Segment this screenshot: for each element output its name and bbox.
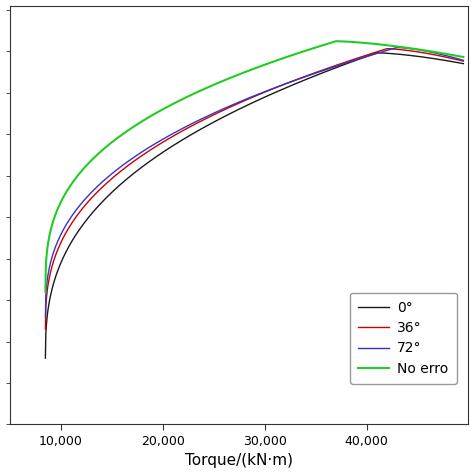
Line: 72°: 72° [46, 47, 464, 317]
0° [227, 111, 232, 117]
72° [394, 45, 400, 50]
36° [329, 64, 335, 70]
No erro [43, 289, 48, 294]
Line: 36°: 36° [46, 49, 464, 329]
72° [43, 314, 48, 319]
No erro [369, 41, 374, 46]
72° [461, 57, 466, 63]
0° [211, 119, 217, 125]
X-axis label: Torque/(kN·m): Torque/(kN·m) [185, 454, 293, 468]
No erro [211, 82, 217, 87]
No erro [227, 75, 232, 81]
0° [374, 50, 380, 55]
Line: 0°: 0° [46, 53, 464, 358]
No erro [461, 54, 466, 60]
0° [43, 356, 48, 361]
Line: No erro: No erro [46, 41, 464, 292]
72° [227, 103, 232, 109]
72° [85, 193, 91, 199]
36° [461, 58, 466, 64]
72° [211, 110, 217, 116]
36° [43, 326, 48, 332]
72° [368, 52, 374, 58]
No erro [85, 161, 91, 166]
0° [368, 52, 374, 57]
0° [85, 215, 91, 221]
36° [376, 48, 382, 54]
36° [227, 105, 232, 110]
No erro [329, 39, 335, 45]
Legend: 0°, 36°, 72°, No erro: 0°, 36°, 72°, No erro [350, 292, 457, 384]
No erro [376, 42, 382, 47]
0° [329, 66, 335, 72]
0° [461, 61, 466, 66]
No erro [333, 38, 339, 44]
36° [368, 51, 374, 56]
72° [329, 64, 335, 70]
36° [384, 46, 390, 52]
72° [376, 50, 382, 55]
0° [376, 50, 382, 56]
36° [211, 111, 217, 117]
36° [85, 199, 91, 205]
